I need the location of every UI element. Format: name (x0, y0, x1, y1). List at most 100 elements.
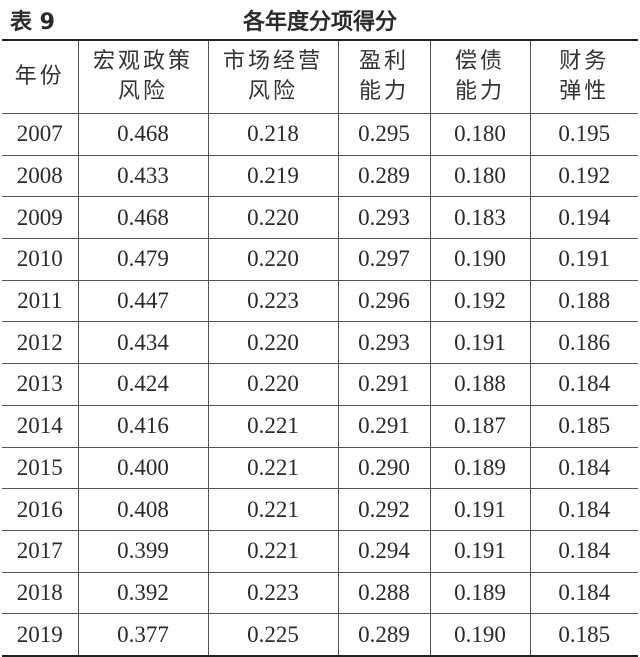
score-cell: 0.424 (77, 363, 208, 406)
score-cell: 0.191 (429, 530, 530, 573)
score-cell: 0.184 (529, 530, 638, 573)
score-cell: 0.219 (207, 155, 338, 198)
score-cell: 0.289 (337, 613, 430, 657)
column-header: 偿债 能力 (429, 40, 530, 114)
table-label: 表 9 (10, 10, 55, 35)
score-cell: 0.192 (429, 280, 530, 323)
header-line: 偿债 (454, 49, 505, 74)
header-line: 能力 (454, 79, 505, 104)
score-cell: 0.189 (429, 447, 530, 490)
table-title: 各年度分项得分 (242, 10, 397, 35)
score-cell: 0.293 (337, 196, 430, 240)
year-cell: 2010 (2, 238, 78, 281)
header-line: 风险 (247, 79, 298, 104)
score-cell: 0.220 (207, 363, 338, 406)
score-cell: 0.191 (529, 238, 638, 281)
score-cell: 0.296 (337, 280, 430, 323)
header-line: 能力 (358, 79, 409, 104)
table-row: 2009 0.468 0.220 0.293 0.183 0.194 (2, 196, 638, 240)
score-cell: 0.293 (337, 321, 430, 365)
header-line: 市场经营 (222, 49, 323, 74)
score-cell: 0.468 (77, 113, 208, 156)
score-cell: 0.191 (429, 488, 530, 531)
score-cell: 0.416 (77, 405, 208, 448)
score-cell: 0.468 (77, 196, 208, 240)
score-cell: 0.191 (429, 321, 530, 365)
score-cell: 0.190 (429, 613, 530, 657)
score-cell: 0.295 (337, 113, 430, 156)
year-cell: 2014 (2, 405, 78, 448)
column-header: 市场经营 风险 (207, 40, 338, 114)
score-table: 年份 宏观政策 风险 市场经营 风险 盈利 能力 偿债 能力 财务 弹性 2007 0.468 0.21… (2, 39, 638, 657)
score-cell: 0.185 (529, 613, 638, 657)
table-row: 2017 0.399 0.221 0.294 0.191 0.184 (2, 530, 638, 573)
score-cell: 0.400 (77, 447, 208, 490)
score-cell: 0.289 (337, 155, 430, 198)
table-head: 年份 宏观政策 风险 市场经营 风险 盈利 能力 偿债 能力 财务 弹性 (2, 40, 638, 114)
score-cell: 0.190 (429, 238, 530, 281)
table-row: 2014 0.416 0.221 0.291 0.187 0.185 (2, 405, 638, 448)
header-row: 年份 宏观政策 风险 市场经营 风险 盈利 能力 偿债 能力 财务 弹性 (2, 40, 638, 114)
header-line: 盈利 (358, 49, 409, 74)
table-body: 2007 0.468 0.218 0.295 0.180 0.195 2008 0.433 0.… (2, 113, 638, 657)
score-cell: 0.195 (529, 113, 638, 156)
table-row: 2007 0.468 0.218 0.295 0.180 0.195 (2, 113, 638, 156)
year-cell: 2008 (2, 155, 78, 198)
score-cell: 0.184 (529, 488, 638, 531)
header-line: 弹性 (559, 79, 610, 104)
year-cell: 2012 (2, 321, 78, 365)
score-cell: 0.184 (529, 572, 638, 615)
score-cell: 0.220 (207, 196, 338, 240)
year-cell: 2013 (2, 363, 78, 406)
year-cell: 2019 (2, 613, 78, 657)
year-cell: 2016 (2, 488, 78, 531)
title-row: 表 9 各年度分项得分 (0, 0, 640, 36)
score-cell: 0.185 (529, 405, 638, 448)
score-cell: 0.408 (77, 488, 208, 531)
header-line: 风险 (117, 79, 168, 104)
column-header: 年份 (2, 40, 78, 114)
year-cell: 2017 (2, 530, 78, 573)
score-cell: 0.188 (429, 363, 530, 406)
header-line: 宏观政策 (92, 49, 193, 74)
score-cell: 0.447 (77, 280, 208, 323)
year-cell: 2007 (2, 113, 78, 156)
table-row: 2008 0.433 0.219 0.289 0.180 0.192 (2, 155, 638, 198)
column-header: 宏观政策 风险 (77, 40, 208, 114)
score-cell: 0.221 (207, 405, 338, 448)
score-cell: 0.297 (337, 238, 430, 281)
column-header: 财务 弹性 (529, 40, 638, 114)
score-cell: 0.377 (77, 613, 208, 657)
score-cell: 0.221 (207, 488, 338, 531)
score-cell: 0.183 (429, 196, 530, 240)
table-row: 2016 0.408 0.221 0.292 0.191 0.184 (2, 488, 638, 531)
score-cell: 0.221 (207, 530, 338, 573)
table-row: 2019 0.377 0.225 0.289 0.190 0.185 (2, 613, 638, 657)
score-cell: 0.433 (77, 155, 208, 198)
header-line: 年份 (14, 64, 65, 89)
table-row: 2010 0.479 0.220 0.297 0.190 0.191 (2, 238, 638, 281)
score-cell: 0.220 (207, 238, 338, 281)
score-cell: 0.479 (77, 238, 208, 281)
score-cell: 0.194 (529, 196, 638, 240)
column-header: 盈利 能力 (337, 40, 430, 114)
year-cell: 2011 (2, 280, 78, 323)
score-cell: 0.192 (529, 155, 638, 198)
score-cell: 0.223 (207, 572, 338, 615)
table-row: 2015 0.400 0.221 0.290 0.189 0.184 (2, 447, 638, 490)
score-cell: 0.294 (337, 530, 430, 573)
score-cell: 0.186 (529, 321, 638, 365)
score-cell: 0.221 (207, 447, 338, 490)
score-cell: 0.392 (77, 572, 208, 615)
score-cell: 0.291 (337, 363, 430, 406)
score-cell: 0.434 (77, 321, 208, 365)
score-cell: 0.187 (429, 405, 530, 448)
score-cell: 0.184 (529, 447, 638, 490)
header-line: 财务 (559, 49, 610, 74)
table-row: 2011 0.447 0.223 0.296 0.192 0.188 (2, 280, 638, 323)
score-cell: 0.188 (529, 280, 638, 323)
year-cell: 2009 (2, 196, 78, 240)
table-row: 2013 0.424 0.220 0.291 0.188 0.184 (2, 363, 638, 406)
score-cell: 0.225 (207, 613, 338, 657)
